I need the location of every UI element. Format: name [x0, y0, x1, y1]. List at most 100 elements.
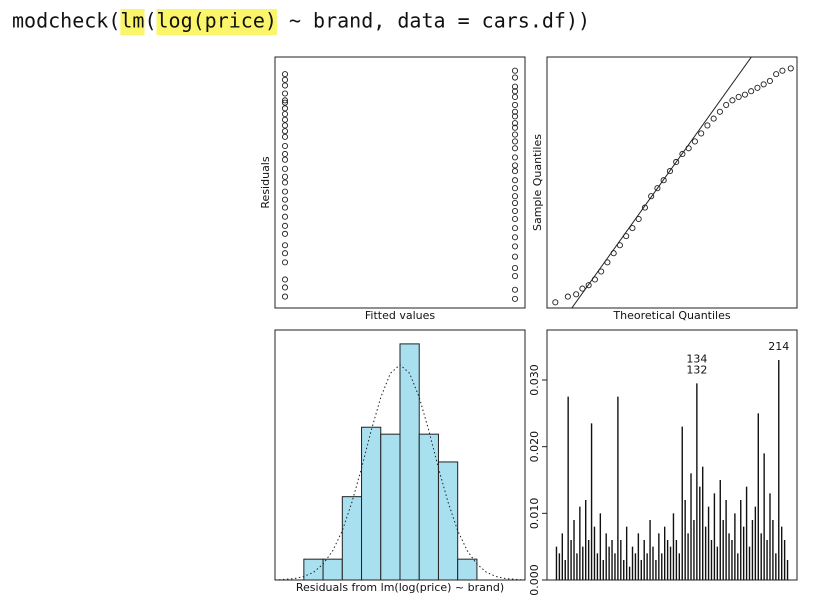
point [511, 286, 519, 293]
point [760, 81, 767, 88]
point [281, 90, 289, 97]
point [511, 199, 519, 207]
point [511, 185, 519, 192]
point [704, 122, 711, 129]
point [735, 93, 742, 100]
point [511, 108, 519, 115]
point [623, 233, 630, 240]
density-curve [275, 364, 525, 580]
plot-frame [546, 329, 798, 581]
point [281, 230, 289, 237]
x-axis-label: Residuals from lm(log(price) ~ brand) [296, 581, 504, 594]
point [741, 91, 748, 98]
point [281, 142, 289, 150]
point [281, 284, 289, 291]
point [573, 291, 580, 298]
point [281, 222, 289, 229]
point [281, 105, 289, 112]
code-token: = cars.df)) [446, 9, 591, 33]
reference-line [571, 57, 752, 308]
point [552, 299, 559, 306]
point [610, 250, 617, 257]
point [654, 185, 661, 192]
point [511, 273, 519, 280]
point [698, 130, 705, 137]
y-tick-label: 0.010 [528, 498, 541, 530]
point-label: 214 [768, 340, 789, 353]
y-tick-label: 0.000 [528, 564, 541, 595]
point [511, 193, 519, 200]
highlight [156, 9, 277, 35]
highlight [120, 9, 145, 35]
point [281, 188, 289, 195]
histogram-bar [399, 343, 420, 581]
point [511, 138, 519, 145]
panel: Fitted values Residuals [259, 56, 526, 322]
x-axis-label: Fitted values [365, 309, 436, 322]
point [710, 115, 717, 122]
point [511, 265, 519, 272]
point-label: 132 [686, 363, 707, 376]
point [511, 83, 519, 90]
point [511, 207, 519, 215]
point [511, 124, 519, 131]
point [281, 179, 289, 186]
code-token: ( [144, 9, 156, 33]
point [281, 204, 289, 211]
point [616, 242, 623, 249]
point [511, 113, 519, 120]
code-line: modcheck(lm(log(price) ~ brand, data = c… [12, 9, 591, 35]
point [673, 158, 680, 166]
point [511, 93, 519, 100]
point [604, 259, 611, 266]
point [511, 215, 519, 223]
x-axis-label: Theoretical Quantiles [612, 309, 730, 322]
point [511, 295, 519, 302]
point [564, 293, 571, 300]
point [754, 84, 761, 91]
histogram-bar [303, 558, 324, 581]
point [281, 259, 289, 266]
point-label: 134 [686, 352, 707, 365]
code-token: modcheck( [12, 9, 120, 33]
plot-frame [274, 56, 526, 309]
point [641, 204, 648, 211]
histogram-bar [457, 558, 478, 581]
point [511, 253, 519, 260]
point [511, 145, 519, 152]
point [281, 213, 289, 220]
code-token: ~ brand, [277, 9, 397, 33]
point [666, 168, 673, 175]
point [685, 145, 692, 152]
code-token: log(price) [157, 9, 277, 33]
point [281, 173, 289, 180]
code-token: data [397, 9, 445, 33]
panel: Residuals from lm(log(price) ~ brand) [274, 329, 526, 594]
point [511, 168, 519, 175]
plot-frame [546, 56, 798, 309]
histogram-bar [361, 426, 382, 581]
point [281, 165, 289, 172]
point [598, 268, 605, 275]
point [281, 116, 289, 123]
point [281, 156, 289, 163]
point [511, 225, 519, 232]
point [281, 76, 289, 83]
code-token: lm [120, 9, 144, 33]
point [511, 67, 519, 74]
histogram-bar [437, 461, 459, 581]
panel: Theoretical Quantiles Sample Quantiles [531, 56, 798, 322]
point [281, 133, 289, 140]
point [748, 88, 755, 95]
point [585, 282, 592, 289]
point [511, 243, 519, 250]
point [511, 234, 519, 241]
point [635, 215, 642, 223]
y-axis-label: Residuals [259, 156, 272, 208]
point [648, 193, 655, 200]
y-tick-label: 0.030 [528, 364, 541, 396]
point [591, 276, 598, 283]
